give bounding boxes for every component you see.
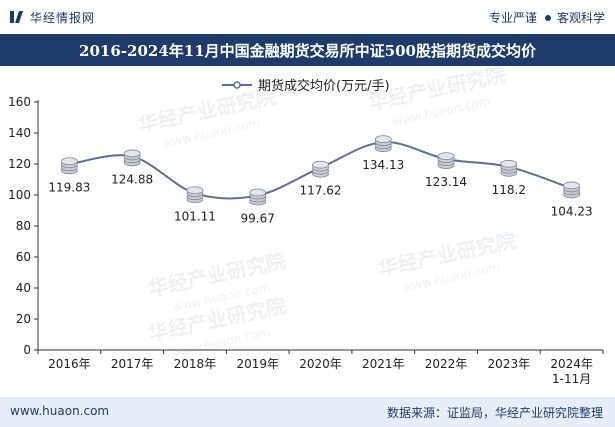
title-bar: 2016-2024年11月中国金融期货交易所中证500股指期货成交均价 xyxy=(0,34,615,66)
data-point-coin-icon xyxy=(437,152,455,170)
slogan-right: 客观科学 xyxy=(556,11,605,25)
data-label: 124.88 xyxy=(111,172,153,186)
y-tick-label: 100 xyxy=(8,188,31,202)
y-tick-label: 40 xyxy=(16,281,31,295)
x-tick-label: 2022年 xyxy=(425,357,468,371)
brand-name: 华经情报网 xyxy=(30,10,96,25)
x-tick-label: 2016年 xyxy=(48,357,91,371)
data-point-coin-icon xyxy=(186,186,204,204)
x-tick-label: 2019年 xyxy=(236,357,279,371)
brand[interactable]: 华经情报网 xyxy=(10,9,95,25)
y-tick-label: 160 xyxy=(8,95,31,109)
data-point-coin-icon xyxy=(312,160,329,178)
coin-top xyxy=(186,186,204,195)
data-label: 117.62 xyxy=(300,184,342,198)
y-tick-label: 120 xyxy=(8,157,31,171)
coin-top xyxy=(60,157,78,166)
data-point-coin-icon xyxy=(249,188,267,206)
legend-marker xyxy=(233,81,241,89)
x-tick-label: 2017年 xyxy=(111,357,154,371)
footer-source: 数据来源：证监局，华经产业研究院整理 xyxy=(386,406,603,420)
coin-top xyxy=(249,188,267,197)
coin-top xyxy=(123,149,141,158)
coin-top xyxy=(437,152,455,161)
footer: www.huaon.com 数据来源：证监局，华经产业研究院整理 xyxy=(0,397,615,427)
legend-label: 期货成交均价(万元/手) xyxy=(258,78,390,94)
coin-top xyxy=(563,181,581,190)
y-tick-label: 80 xyxy=(16,219,31,233)
x-tick-label: 2021年 xyxy=(362,357,405,371)
coin-top xyxy=(500,159,518,168)
data-label: 101.11 xyxy=(174,209,216,223)
data-label: 123.14 xyxy=(425,175,467,189)
data-point-coin-icon xyxy=(374,135,392,152)
x-tick-label: 2023年 xyxy=(488,357,531,371)
data-point-coin-icon xyxy=(563,181,581,199)
data-label: 104.23 xyxy=(551,204,593,218)
data-point-coin-icon xyxy=(123,149,141,167)
footer-website[interactable]: www.huaon.com xyxy=(10,404,110,418)
data-label: 118.2 xyxy=(492,183,526,197)
data-point-coin-icon xyxy=(60,157,78,175)
top-bar: 华经情报网 专业严谨 客观科学 xyxy=(0,0,615,34)
coin-top xyxy=(312,160,329,169)
data-label: 134.13 xyxy=(362,158,404,172)
slogan: 专业严谨 客观科学 xyxy=(489,9,605,26)
y-tick-label: 20 xyxy=(16,312,31,326)
x-tick-label: 2020年 xyxy=(299,357,342,371)
bullet-dot-icon xyxy=(544,14,551,21)
x-tick-label: 2018年 xyxy=(174,357,217,371)
y-tick-label: 0 xyxy=(23,343,31,357)
data-label: 119.83 xyxy=(48,180,90,194)
coin-top xyxy=(374,135,392,143)
y-tick-label: 140 xyxy=(8,126,31,140)
chart-title: 2016-2024年11月中国金融期货交易所中证500股指期货成交均价 xyxy=(79,41,536,60)
y-tick-label: 60 xyxy=(16,250,31,264)
huajing-logo-icon xyxy=(10,11,23,23)
data-label: 99.67 xyxy=(241,212,275,226)
x-tick-label: 2024年 1-11月 xyxy=(550,357,593,386)
slogan-left: 专业严谨 xyxy=(488,11,537,25)
data-point-coin-icon xyxy=(500,159,518,177)
